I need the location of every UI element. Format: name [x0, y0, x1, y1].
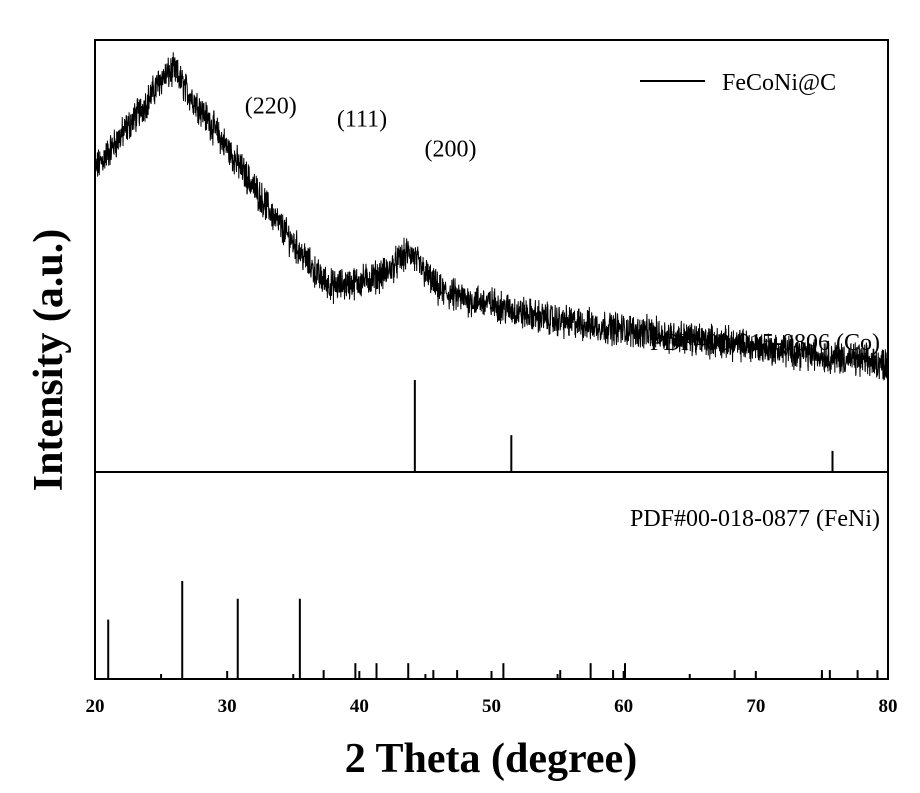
y-axis-title: Intensity (a.u.): [26, 229, 72, 492]
x-tick-label: 30: [218, 696, 237, 717]
peak-label: (111): [337, 106, 387, 132]
peak-label: (220): [245, 93, 297, 119]
x-axis-ticks: 20 30 40 50 60 70 80: [86, 671, 898, 717]
x-tick-label: 70: [746, 696, 765, 717]
x-axis-title: 2 Theta (degree): [345, 736, 637, 782]
lower-panel-frame: [95, 472, 888, 679]
x-tick-label: 80: [879, 696, 898, 717]
legend-label: FeCoNi@C: [722, 70, 836, 96]
reference-label-feni: PDF#00-018-0877 (FeNi): [630, 506, 880, 532]
x-tick-label: 20: [86, 696, 105, 717]
x-tick-label: 60: [614, 696, 633, 717]
x-tick-label: 50: [482, 696, 501, 717]
x-tick-label: 40: [350, 696, 369, 717]
peak-labels-layer: (220) (111) (200): [245, 93, 477, 162]
upper-panel-frame: [95, 40, 888, 472]
peak-label: (200): [425, 137, 477, 163]
reference-label-co: PDF#00-015-0806 (Co): [650, 330, 880, 356]
